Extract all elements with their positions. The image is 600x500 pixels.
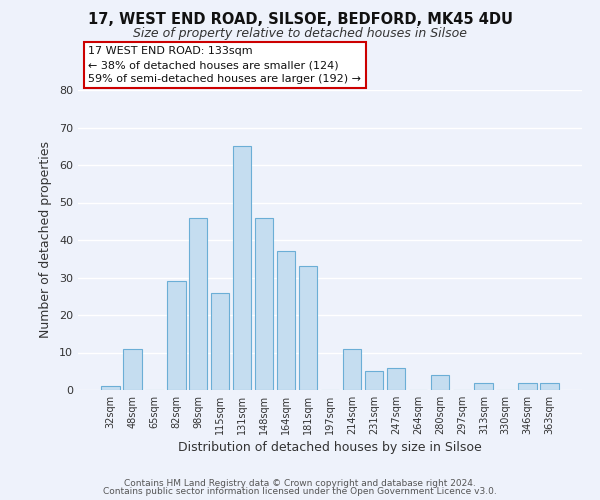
Bar <box>101 386 119 390</box>
Bar <box>541 382 559 390</box>
Text: 17 WEST END ROAD: 133sqm
← 38% of detached houses are smaller (124)
59% of semi-: 17 WEST END ROAD: 133sqm ← 38% of detach… <box>88 46 361 84</box>
Bar <box>343 349 361 390</box>
Text: Size of property relative to detached houses in Silsoe: Size of property relative to detached ho… <box>133 28 467 40</box>
Bar <box>255 218 274 390</box>
Bar <box>431 375 449 390</box>
Bar <box>299 266 317 390</box>
Bar <box>211 292 229 390</box>
Bar <box>167 281 185 390</box>
Bar <box>475 382 493 390</box>
Bar <box>386 368 405 390</box>
Bar <box>277 251 295 390</box>
Text: 17, WEST END ROAD, SILSOE, BEDFORD, MK45 4DU: 17, WEST END ROAD, SILSOE, BEDFORD, MK45… <box>88 12 512 28</box>
X-axis label: Distribution of detached houses by size in Silsoe: Distribution of detached houses by size … <box>178 441 482 454</box>
Text: Contains public sector information licensed under the Open Government Licence v3: Contains public sector information licen… <box>103 487 497 496</box>
Y-axis label: Number of detached properties: Number of detached properties <box>39 142 52 338</box>
Bar <box>365 371 383 390</box>
Bar <box>518 382 537 390</box>
Bar <box>233 146 251 390</box>
Bar <box>189 218 208 390</box>
Text: Contains HM Land Registry data © Crown copyright and database right 2024.: Contains HM Land Registry data © Crown c… <box>124 478 476 488</box>
Bar <box>123 349 142 390</box>
